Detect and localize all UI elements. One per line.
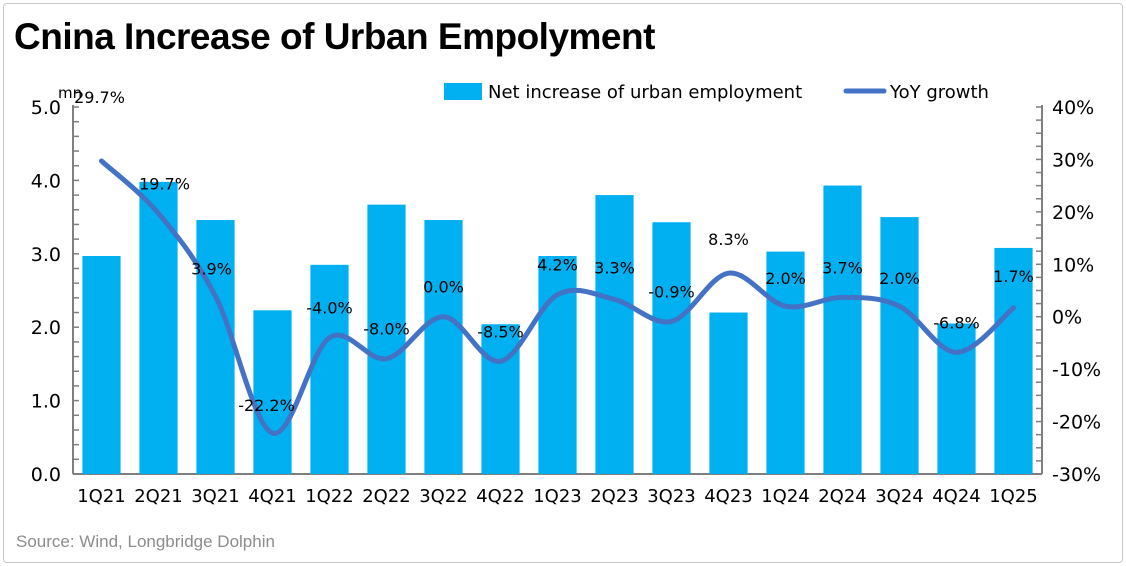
bar-2Q23 (595, 195, 634, 474)
legend-label-line: YoY growth (889, 82, 989, 103)
x-tick-label: 4Q24 (932, 486, 981, 507)
bar-4Q21 (253, 310, 292, 474)
left-tick-label: 4.0 (31, 170, 61, 192)
right-tick-label: -20% (1052, 412, 1101, 434)
right-tick-label: 20% (1052, 202, 1094, 224)
left-tick-label: 2.0 (31, 317, 61, 339)
right-tick-label: 10% (1052, 254, 1094, 276)
chart-frame (3, 3, 1123, 563)
yoy-growth-line (99, 158, 1016, 436)
right-tick-label: 0% (1052, 307, 1082, 329)
bar-3Q23 (652, 222, 691, 474)
legend-label-bar: Net increase of urban employment (488, 82, 802, 103)
x-tick-label: 2Q21 (134, 486, 183, 507)
x-tick-label: 1Q22 (305, 486, 354, 507)
x-tick-label: 2Q22 (362, 486, 411, 507)
x-tick-label: 2Q24 (818, 486, 867, 507)
bar-2Q21 (139, 181, 178, 475)
x-tick-label: 1Q24 (761, 486, 810, 507)
data-label-2Q22: -8.0% (363, 320, 409, 339)
left-axis-unit: mn (58, 84, 82, 102)
x-tick-label: 3Q21 (191, 486, 240, 507)
x-tick-label: 3Q23 (647, 486, 696, 507)
bar-3Q24 (880, 217, 919, 474)
bar-1Q21 (82, 256, 121, 474)
data-label-2Q23: 3.3% (594, 258, 635, 277)
data-label-1Q22: -4.0% (306, 299, 352, 318)
x-tick-label: 4Q23 (704, 486, 753, 507)
data-label-4Q21: -22.2% (238, 396, 295, 415)
data-label-1Q23: 4.2% (537, 256, 578, 275)
data-label-4Q24: -6.8% (933, 313, 979, 332)
right-tick-label: 40% (1052, 97, 1094, 119)
source-note: Source: Wind, Longbridge Dolphin (16, 532, 275, 551)
data-label-3Q22: 0.0% (423, 278, 464, 297)
left-tick-label: 1.0 (31, 391, 61, 413)
x-tick-label: 4Q22 (476, 486, 525, 507)
legend: Net increase of urban employment YoY gro… (444, 82, 989, 103)
bar-3Q21 (196, 220, 235, 474)
data-label-3Q23: -0.9% (648, 282, 694, 301)
data-label-1Q25: 1.7% (993, 267, 1034, 286)
bar-3Q22 (424, 220, 463, 474)
x-tick-label: 1Q21 (77, 486, 126, 507)
data-label-4Q23: 8.3% (708, 230, 749, 249)
data-label-3Q21: 3.9% (191, 259, 232, 278)
left-tick-label: 5.0 (31, 97, 61, 119)
data-label-4Q22: -8.5% (477, 322, 523, 341)
x-tick-label: 4Q21 (248, 486, 297, 507)
right-tick-label: -30% (1052, 464, 1101, 486)
right-tick-label: -10% (1052, 359, 1101, 381)
chart-title: Cnina Increase of Urban Empolyment (14, 16, 655, 57)
bar-4Q22 (481, 324, 520, 474)
right-tick-label: 30% (1052, 149, 1094, 171)
data-label-1Q24: 2.0% (765, 269, 806, 288)
bar-4Q23 (709, 312, 748, 474)
data-label-2Q21: 19.7% (139, 174, 190, 193)
x-tick-label: 3Q22 (419, 486, 468, 507)
left-tick-label: 0.0 (31, 464, 61, 486)
bar-2Q24 (823, 185, 862, 474)
data-label-3Q24: 2.0% (879, 269, 920, 288)
bar-1Q24 (766, 251, 805, 474)
bar-2Q22 (367, 204, 406, 474)
x-tick-label: 1Q25 (989, 486, 1038, 507)
bar-1Q25 (994, 247, 1033, 474)
x-tick-label: 2Q23 (590, 486, 639, 507)
legend-swatch-bar (444, 83, 482, 100)
data-label-1Q21: 29.7% (74, 88, 125, 107)
x-tick-label: 1Q23 (533, 486, 582, 507)
bar-1Q22 (310, 264, 349, 474)
left-tick-label: 3.0 (31, 244, 61, 266)
data-label-2Q24: 3.7% (822, 258, 863, 277)
x-tick-label: 3Q24 (875, 486, 924, 507)
